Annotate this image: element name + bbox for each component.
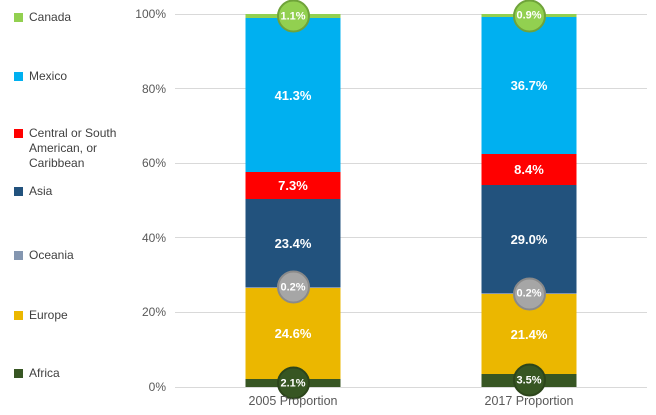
gridline <box>175 386 647 388</box>
data-label: 36.7% <box>510 78 548 94</box>
data-label: 3.5% <box>516 374 542 387</box>
data-label: 2.1% <box>280 377 306 390</box>
y-axis: 0% 20% 40% 60% 80% 100% <box>0 7 166 394</box>
segment-mexico: 41.3% <box>245 18 341 173</box>
legend-swatch-icon <box>14 13 23 22</box>
y-axis-tick-label: 80% <box>141 81 166 96</box>
data-label: 0.2% <box>516 287 542 300</box>
data-label: 23.4% <box>274 235 312 251</box>
data-label: 7.3% <box>278 178 308 194</box>
legend-item-central: Central or South American, or Caribbean <box>14 126 129 171</box>
segment-asia: 29.0% <box>481 185 577 294</box>
legend-item-mexico: Mexico <box>14 69 67 84</box>
y-axis-tick-label: 20% <box>141 305 166 320</box>
data-label: 41.3% <box>274 87 312 103</box>
data-label: 29.0% <box>510 231 548 247</box>
bar-2017-proportion: 3.5% 21.4% 0.2% 29.0% 8.4% 36.7% 0.9% <box>481 0 577 397</box>
data-label: 0.2% <box>280 281 306 294</box>
legend-item-africa: Africa <box>14 366 60 381</box>
y-axis-tick-label: 40% <box>141 230 166 245</box>
x-axis-category-label: 2017 Proportion <box>484 394 574 408</box>
segment-central: 8.4% <box>481 154 577 186</box>
legend-item-label: Oceania <box>29 248 74 262</box>
data-label: 24.6% <box>274 325 312 341</box>
legend-swatch-icon <box>14 369 23 378</box>
callout-bubble-africa: 2.1% <box>276 366 310 400</box>
legend-item-label: Canada <box>29 10 72 24</box>
data-label: 21.4% <box>510 326 548 342</box>
legend-swatch-icon <box>14 251 23 260</box>
segment-central: 7.3% <box>245 172 341 200</box>
bar-2005-proportion: 2.1% 24.6% 0.2% 23.4% 7.3% 41.3% 1.1% <box>245 0 341 400</box>
legend-item-label: Africa <box>29 366 60 380</box>
callout-bubble-oceania: 0.2% <box>276 270 310 304</box>
segment-mexico: 36.7% <box>481 17 577 155</box>
gridline <box>175 13 647 15</box>
legend-item-label: Central or South American, or Caribbean <box>29 126 117 170</box>
gridline <box>175 311 647 313</box>
legend-swatch-icon <box>14 311 23 320</box>
callout-bubble-canada: 1.1% <box>276 0 310 33</box>
legend-swatch-icon <box>14 187 23 196</box>
chart-legend: Canada Mexico Central or South American, o… <box>14 0 166 415</box>
data-label: 1.1% <box>280 10 306 23</box>
legend-item-canada: Canada <box>14 10 71 25</box>
legend-item-asia: Asia <box>14 184 52 199</box>
data-label: 0.9% <box>516 9 542 22</box>
legend-swatch-icon <box>14 72 23 81</box>
data-label: 8.4% <box>514 162 544 178</box>
gridline <box>175 237 647 239</box>
y-axis-tick-label: 60% <box>141 156 166 171</box>
legend-item-oceania: Oceania <box>14 248 74 263</box>
y-axis-tick-label: 100% <box>135 7 166 21</box>
y-axis-tick-label: 0% <box>148 380 166 394</box>
gridline <box>175 88 647 90</box>
gridline <box>175 162 647 164</box>
callout-bubble-canada: 0.9% <box>512 0 546 33</box>
plot-area: 2.1% 24.6% 0.2% 23.4% 7.3% 41.3% 1.1% 2005 Prop… <box>175 0 647 408</box>
legend-item-label: Mexico <box>29 69 68 83</box>
x-axis-category-label: 2005 Proportion <box>248 394 338 408</box>
legend-swatch-icon <box>14 129 23 138</box>
callout-bubble-oceania: 0.2% <box>512 277 546 311</box>
legend-item-label: Europe <box>29 308 68 322</box>
legend-item-label: Asia <box>29 184 53 198</box>
callout-bubble-africa: 3.5% <box>512 363 546 397</box>
segment-europe: 21.4% <box>481 294 577 374</box>
legend-item-europe: Europe <box>14 308 68 323</box>
